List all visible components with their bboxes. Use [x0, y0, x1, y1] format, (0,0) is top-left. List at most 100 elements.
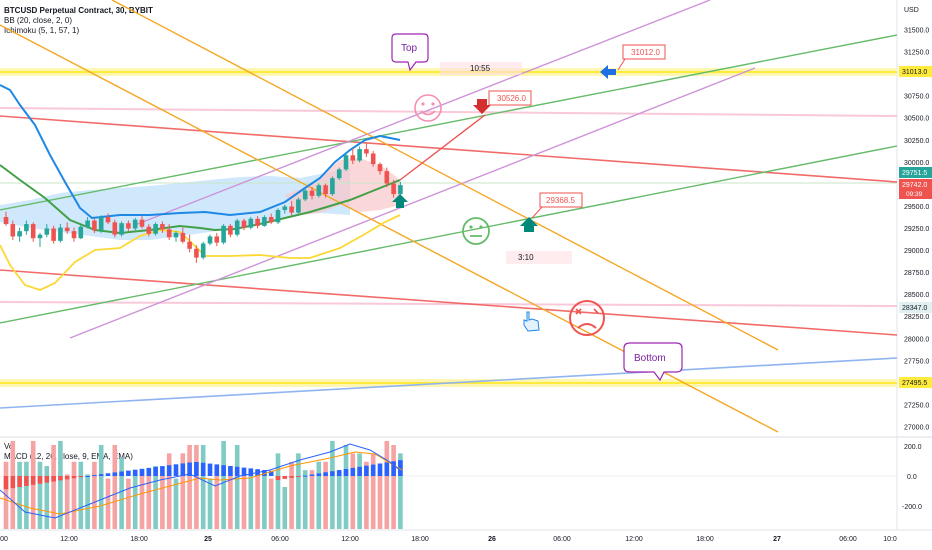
candle-body[interactable] [98, 217, 104, 231]
candle-body[interactable] [391, 183, 396, 195]
macd-histogram-bar [166, 465, 172, 476]
candle-body[interactable] [78, 226, 84, 239]
candle-body[interactable] [357, 149, 362, 161]
target-box-31012[interactable] [622, 44, 666, 60]
red-trendline-lower[interactable] [0, 269, 897, 336]
macd-histogram-bar [228, 466, 233, 476]
target-box-30526[interactable] [488, 90, 532, 106]
candle-body[interactable] [364, 149, 369, 154]
macd-legend[interactable]: MACD (12, 26, close, 9, EMA, EMA) [4, 452, 133, 461]
price-tag-green[interactable] [899, 167, 932, 178]
price-tag-pink-line[interactable] [899, 302, 932, 313]
candle-body[interactable] [187, 241, 192, 249]
up-arrow-icon[interactable] [520, 217, 538, 232]
candle-body[interactable] [316, 185, 322, 196]
candle-body[interactable] [255, 218, 260, 226]
candle-body[interactable] [384, 171, 390, 184]
target-box-29368[interactable] [539, 192, 583, 208]
candle-body[interactable] [309, 190, 315, 196]
pink-line-upper[interactable] [0, 107, 897, 117]
candle-body[interactable] [64, 227, 70, 232]
bb-legend[interactable]: BB (20, close, 2, 0) [4, 16, 73, 25]
candle-body[interactable] [377, 164, 383, 172]
candle-body[interactable] [146, 226, 152, 234]
price-tag-lower-yellow[interactable] [899, 377, 932, 388]
symbol-legend[interactable]: BTCUSD Perpetual Contract, 30, BYBIT BB … [4, 6, 153, 36]
up-arrow-small-icon[interactable] [392, 194, 408, 208]
candle-body[interactable] [200, 243, 206, 258]
candle-body[interactable] [262, 217, 267, 226]
green-trendline-lower[interactable] [0, 145, 897, 324]
candle-body[interactable] [3, 217, 9, 225]
candle-body[interactable] [30, 224, 36, 239]
bb-upper-band [0, 84, 401, 220]
purple-channel-lower[interactable] [69, 67, 756, 339]
neutral-face-icon[interactable] [462, 217, 490, 245]
candle-body[interactable] [268, 217, 274, 223]
pink-line-lower[interactable] [0, 301, 897, 307]
price-tag-upper-yellow[interactable] [899, 66, 932, 77]
candle-body[interactable] [166, 229, 172, 238]
pointing-hand-icon[interactable] [523, 311, 540, 332]
candle-body[interactable] [228, 225, 233, 235]
candle-body[interactable] [323, 185, 328, 195]
sad-face-icon[interactable] [569, 300, 605, 336]
candle-body[interactable] [17, 231, 22, 237]
top-bubble[interactable]: Top [391, 33, 429, 72]
macd-histogram-bar [92, 475, 97, 477]
candle-body[interactable] [370, 153, 376, 165]
candle-body[interactable] [85, 220, 90, 227]
candle-body[interactable] [92, 220, 97, 231]
candle-body[interactable] [330, 178, 335, 195]
candle-body[interactable] [153, 224, 158, 234]
volume-bar [200, 445, 206, 529]
candle-body[interactable] [126, 223, 131, 229]
ichimoku-legend[interactable]: Ichimoku (5, 1, 57, 1) [4, 26, 80, 35]
candle-body[interactable] [275, 209, 281, 223]
candle-body[interactable] [44, 228, 50, 235]
candle-body[interactable] [173, 232, 179, 238]
left-arrow-icon[interactable] [600, 65, 616, 79]
orange-trendline-upper[interactable] [111, 0, 779, 351]
candle-body[interactable] [214, 236, 220, 243]
candle-body[interactable] [207, 236, 213, 244]
candle-body[interactable] [10, 224, 16, 237]
candle-body[interactable] [194, 248, 199, 258]
candle-body[interactable] [241, 220, 247, 228]
candle-body[interactable] [296, 199, 301, 213]
candle-body[interactable] [248, 218, 254, 228]
candle-body[interactable] [105, 217, 111, 223]
candle-body[interactable] [398, 185, 403, 195]
candle-body[interactable] [282, 206, 288, 210]
candle-body[interactable] [51, 228, 56, 241]
candle-body[interactable] [132, 219, 138, 229]
blue-trendline[interactable] [0, 357, 897, 409]
candle-body[interactable] [37, 234, 43, 239]
candle-body[interactable] [302, 190, 308, 200]
candle-body[interactable] [139, 219, 145, 227]
candle-body[interactable] [343, 155, 349, 170]
price-tick-label: 30000.0 [904, 160, 929, 167]
candle-body[interactable] [289, 206, 294, 213]
bottom-bubble[interactable]: Bottom [623, 342, 683, 382]
price-tag-current[interactable] [899, 179, 932, 199]
smile-face-icon[interactable] [414, 94, 442, 122]
candle-body[interactable] [336, 169, 342, 179]
candle-body[interactable] [58, 227, 63, 241]
candle-body[interactable] [71, 231, 77, 239]
red-trendline-upper[interactable] [0, 115, 897, 183]
green-trendline-upper[interactable] [0, 34, 897, 211]
candle-body[interactable] [112, 222, 118, 235]
candle-body[interactable] [119, 223, 124, 235]
candle-body[interactable] [350, 155, 356, 161]
candle-body[interactable] [234, 220, 240, 235]
down-arrow-icon[interactable] [473, 99, 491, 114]
candle-body[interactable] [180, 232, 186, 242]
candle-body[interactable] [24, 224, 29, 232]
projection-line[interactable] [399, 114, 486, 181]
candle-body[interactable] [160, 224, 165, 230]
volume-bar [166, 453, 172, 529]
vol-legend[interactable]: Vol [4, 442, 16, 451]
candle-body[interactable] [221, 225, 226, 243]
